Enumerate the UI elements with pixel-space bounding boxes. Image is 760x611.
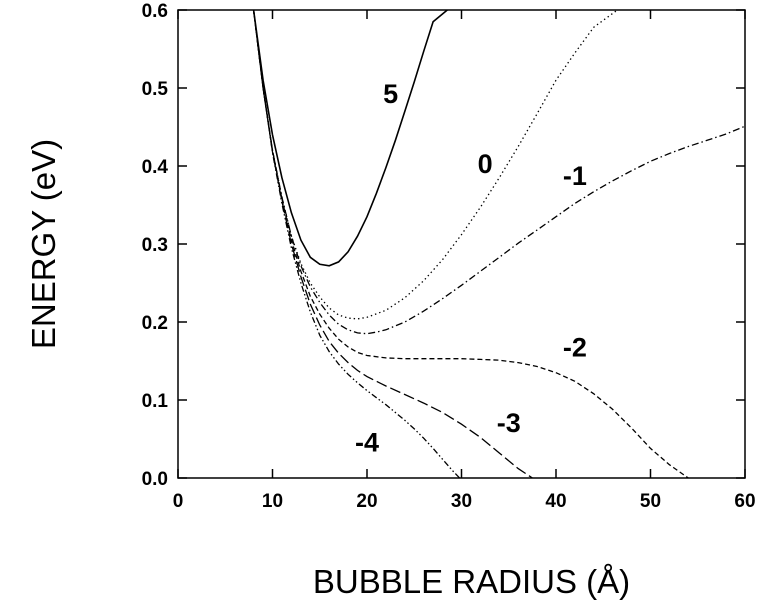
curve-label-2: -1 <box>563 161 587 191</box>
curves-layer <box>252 10 745 478</box>
x-tick-label: 20 <box>356 491 377 512</box>
axes-layer: 0 10 20 30 40 50 600.00.10.20.30.40.50.6 <box>142 1 756 512</box>
x-tick-label: 40 <box>545 491 566 512</box>
y-tick-label: 0.5 <box>142 79 169 100</box>
x-axis-title: BUBBLE RADIUS (Å) <box>313 563 630 600</box>
curve-labels-layer: 5 0 -1 -2 -3 -4 <box>355 79 587 458</box>
y-tick-label: 0.3 <box>142 235 168 256</box>
y-tick-label: 0.6 <box>142 1 168 22</box>
x-tick-label: 0 <box>173 491 184 512</box>
series-line-3 <box>252 10 689 478</box>
curve-label-0: 5 <box>383 79 398 109</box>
x-tick-label: 60 <box>734 491 755 512</box>
curve-label-4: -3 <box>497 408 521 438</box>
curve-label-3: -2 <box>563 332 587 362</box>
curve-label-5: -4 <box>355 428 379 458</box>
y-axis-title: ENERGY (eV) <box>25 139 62 349</box>
curve-label-1: 0 <box>478 149 493 179</box>
y-tick-label: 0.0 <box>142 469 168 490</box>
y-tick-label: 0.2 <box>142 313 168 334</box>
x-tick-label: 50 <box>640 491 661 512</box>
y-tick-label: 0.4 <box>142 157 169 178</box>
series-line-0 <box>252 10 448 267</box>
y-tick-label: 0.1 <box>142 391 169 412</box>
series-line-5 <box>252 10 461 478</box>
x-tick-label: 30 <box>451 491 472 512</box>
x-tick-label: 10 <box>262 491 283 512</box>
series-line-2 <box>252 10 745 335</box>
